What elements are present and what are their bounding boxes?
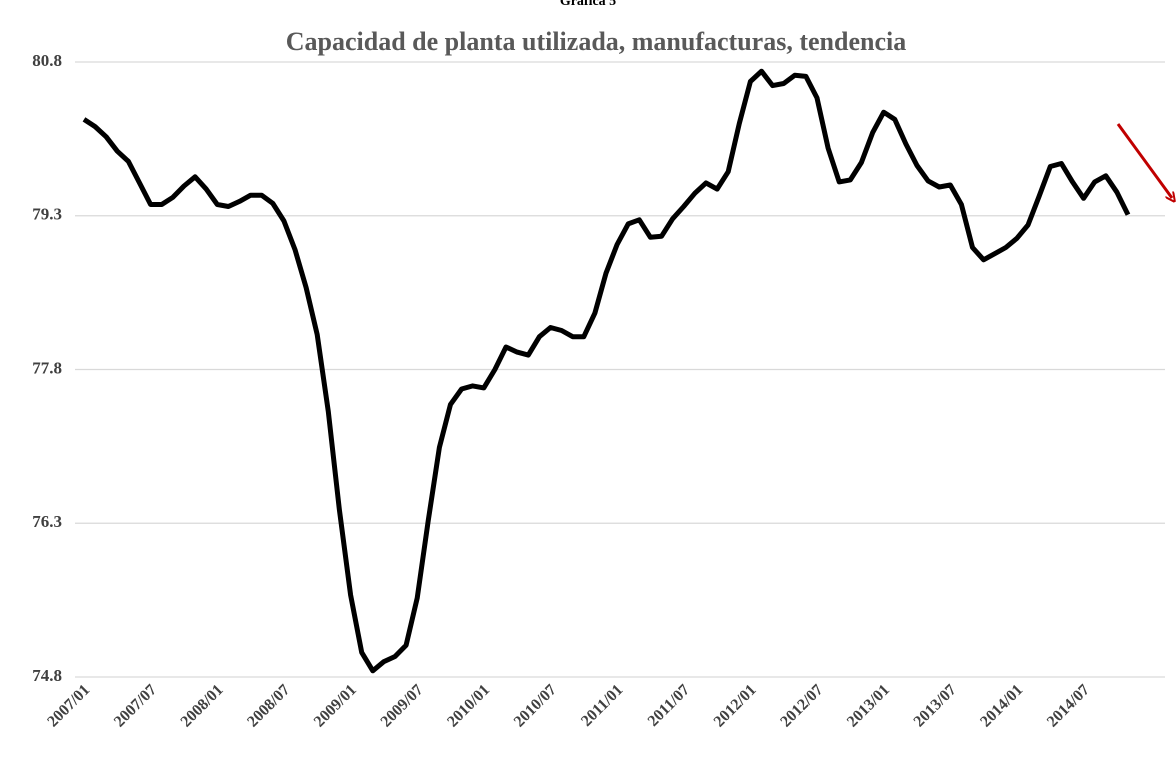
y-tick-label: 80.8 bbox=[32, 51, 62, 70]
x-tick-label: 2010/07 bbox=[511, 681, 560, 730]
y-tick-label: 77.8 bbox=[32, 358, 62, 377]
x-tick-label: 2008/01 bbox=[178, 681, 227, 730]
trend-arrow bbox=[1116, 123, 1172, 198]
x-tick-label: 2014/07 bbox=[1044, 681, 1093, 730]
y-tick-label: 74.8 bbox=[32, 666, 62, 685]
x-tick-label: 2014/01 bbox=[977, 681, 1026, 730]
x-tick-label: 2007/07 bbox=[111, 681, 160, 730]
x-tick-label: 2011/01 bbox=[578, 681, 626, 729]
x-tick-label: 2012/07 bbox=[777, 681, 826, 730]
header: Gráfica 5 bbox=[560, 0, 616, 9]
plot-area bbox=[82, 68, 1131, 674]
x-tick-label: 2012/01 bbox=[711, 681, 760, 730]
x-tick-label: 2009/01 bbox=[311, 681, 360, 730]
data-line bbox=[82, 68, 1131, 674]
x-tick-label: 2009/07 bbox=[378, 681, 427, 730]
x-tick-label: 2013/01 bbox=[844, 681, 893, 730]
y-tick-label: 76.3 bbox=[32, 512, 62, 531]
chart-title: Capacidad de planta utilizada, manufactu… bbox=[286, 27, 906, 56]
y-tick-label: 79.3 bbox=[32, 205, 62, 224]
x-tick-label: 2010/01 bbox=[444, 681, 493, 730]
x-tick-label: 2013/07 bbox=[911, 681, 960, 730]
grid: 74.8 76.3 77.8 79.3 80.8 2007/01 2007/07 2008/0… bbox=[32, 51, 1165, 731]
x-tick-label: 2011/07 bbox=[645, 681, 693, 729]
x-tick-label: 2007/01 bbox=[44, 681, 93, 730]
x-tick-label: 2008/07 bbox=[244, 681, 293, 730]
